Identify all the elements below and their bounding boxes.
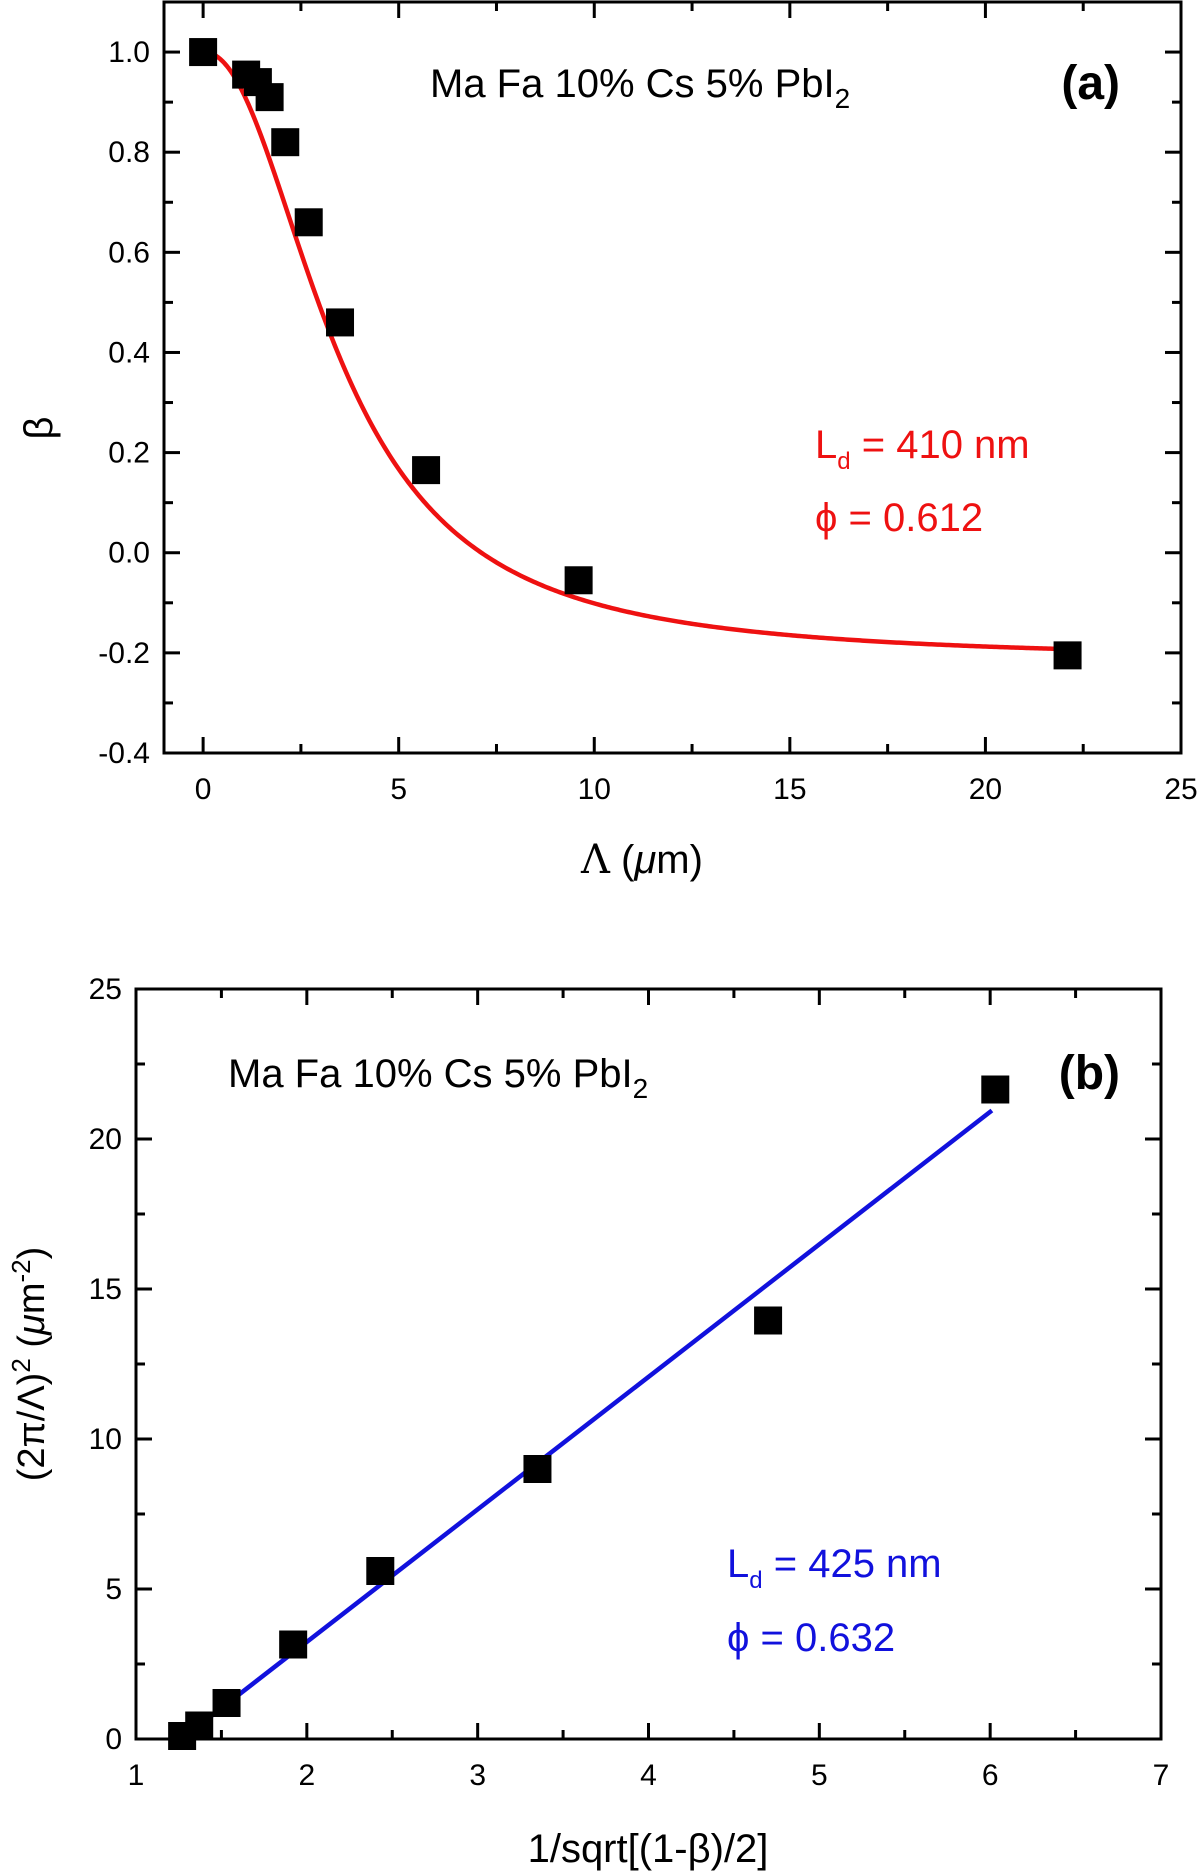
- data-point: [326, 308, 355, 337]
- x-tick-label: 15: [773, 773, 806, 806]
- panel-label-a: (a): [1061, 57, 1120, 110]
- x-tick-label: 25: [1164, 773, 1197, 806]
- tick-marks-a: [164, 2, 1183, 755]
- annotation-phi-a: ϕ = 0.612: [815, 496, 983, 540]
- tick-marks-b: [134, 987, 1163, 1741]
- x-tick-label: 6: [982, 1759, 999, 1792]
- x-tick-label: 4: [640, 1759, 657, 1792]
- x-tick-label: 1: [128, 1759, 145, 1792]
- y-tick-label: 0.0: [108, 537, 150, 570]
- fit-curve-a: [203, 49, 1068, 652]
- x-axis-label-b: 1/sqrt[(1-β)/2]: [528, 1827, 769, 1871]
- data-point: [412, 456, 441, 485]
- y-tick-label: 10: [89, 1423, 122, 1456]
- data-point: [189, 38, 218, 67]
- y-axis-label-b: (2π/Λ)2 (μm-2): [6, 1247, 53, 1482]
- data-point: [523, 1455, 552, 1483]
- y-tick-label: 0.6: [108, 236, 150, 269]
- data-point: [279, 1630, 308, 1659]
- y-tick-label: 15: [89, 1273, 122, 1306]
- data-point: [754, 1306, 783, 1335]
- y-tick-label: 0: [105, 1723, 122, 1756]
- panel-a: 0 5 10 15 20 25 -0.4 -0.2 0.0 0.2 0.4 0.6 0.8 1.0 Ma …: [17, 0, 1198, 883]
- data-point: [1053, 641, 1082, 670]
- y-tick-label: -0.2: [98, 637, 150, 670]
- y-axis-label-a: β: [17, 416, 61, 439]
- x-tick-label: 10: [578, 773, 611, 806]
- annotation-ld-a: Ld = 410 nm: [815, 423, 1030, 475]
- x-tick-label: 0: [195, 773, 212, 806]
- y-tick-label: 20: [89, 1123, 122, 1156]
- x-axis-label-a: Λ (μm): [580, 837, 703, 883]
- tick-labels-b: 1 2 3 4 5 6 7 0 5 10 15 20 25: [89, 973, 1170, 1792]
- y-tick-label: 1.0: [108, 36, 150, 69]
- data-point: [294, 208, 323, 237]
- fit-curve: [203, 49, 1068, 652]
- y-tick-label: 0.8: [108, 136, 150, 169]
- x-tick-label: 3: [469, 1759, 486, 1792]
- tick-labels-a: 0 5 10 15 20 25 -0.4 -0.2 0.0 0.2 0.4 0.6 0.8 1.0: [98, 36, 1197, 806]
- data-point: [981, 1075, 1010, 1104]
- y-tick-label: -0.4: [98, 737, 150, 770]
- y-tick-label: 5: [105, 1573, 122, 1606]
- panel-title-b: Ma Fa 10% Cs 5% PbI2: [228, 1052, 648, 1104]
- data-points-b: [168, 1075, 1010, 1750]
- annotation-phi-b: ϕ = 0.632: [727, 1616, 895, 1660]
- panel-b: 1 2 3 4 5 6 7 0 5 10 15 20 25 Ma Fa 10% Cs 5% PbI2 (…: [6, 973, 1169, 1871]
- data-point: [255, 83, 284, 112]
- data-point: [366, 1557, 395, 1585]
- panel-label-b: (b): [1059, 1047, 1120, 1100]
- panel-title-a: Ma Fa 10% Cs 5% PbI2: [430, 62, 850, 114]
- data-points-a: [189, 38, 1082, 670]
- data-point: [185, 1711, 214, 1740]
- x-tick-label: 20: [969, 773, 1002, 806]
- x-tick-label: 5: [811, 1759, 828, 1792]
- y-tick-label: 25: [89, 973, 122, 1006]
- fit-line-b: [184, 1108, 994, 1738]
- y-tick-label: 0.4: [108, 336, 150, 369]
- x-tick-label: 2: [298, 1759, 315, 1792]
- fit-line: [184, 1108, 994, 1738]
- x-tick-label: 7: [1153, 1759, 1170, 1792]
- annotation-ld-b: Ld = 425 nm: [727, 1542, 942, 1594]
- plot-frame-a: [162, 0, 1183, 755]
- data-point: [564, 566, 593, 595]
- x-tick-label: 5: [390, 773, 407, 806]
- y-tick-label: 0.2: [108, 437, 150, 470]
- data-point: [271, 128, 300, 157]
- data-point: [212, 1689, 241, 1717]
